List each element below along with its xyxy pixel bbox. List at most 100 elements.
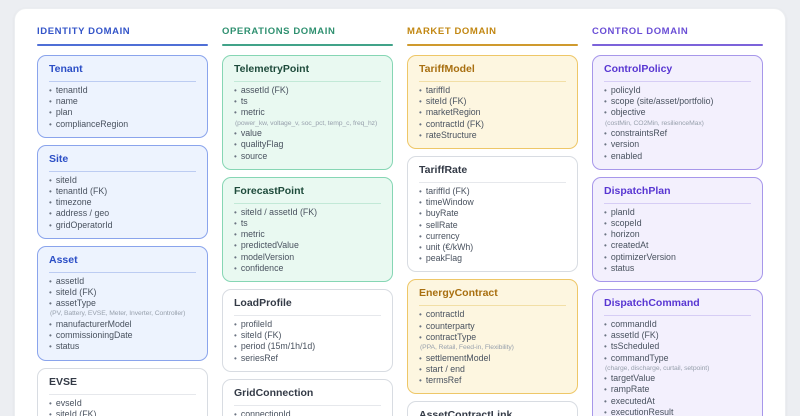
entity-field: • siteId (FK) bbox=[49, 287, 196, 298]
entity-card-loadprofile[interactable]: LoadProfile • profileId • siteId (FK) • … bbox=[222, 288, 393, 372]
entity-field: • rampRate bbox=[604, 384, 751, 395]
entity-field-label: assetId bbox=[55, 275, 85, 286]
bullet-icon: • bbox=[604, 129, 607, 139]
domain-header: CONTROL DOMAIN bbox=[592, 26, 689, 37]
entity-field: • modelVersion bbox=[234, 252, 381, 263]
entity-field: • tariffId bbox=[419, 85, 566, 96]
bullet-icon: • bbox=[49, 108, 52, 118]
entity-field-label: connectionId bbox=[240, 408, 291, 416]
entity-field: • executionResult bbox=[604, 407, 751, 416]
entity-field-label: timezone bbox=[55, 197, 92, 208]
entity-field: • ts bbox=[234, 96, 381, 107]
entity-field: • scope (site/asset/portfolio) bbox=[604, 96, 751, 107]
bullet-icon: • bbox=[604, 140, 607, 150]
entity-card-assetcontractlink[interactable]: AssetContractLink • assetId (FK) bbox=[407, 401, 578, 416]
entity-card-divider bbox=[604, 314, 751, 316]
entity-field-label: commandId bbox=[610, 318, 657, 329]
bullet-icon: • bbox=[419, 187, 422, 197]
bullet-icon: • bbox=[604, 207, 607, 217]
entity-card-divider bbox=[604, 202, 751, 204]
entity-card-dispatchcommand[interactable]: DispatchCommand • commandId • assetId (F… bbox=[592, 288, 763, 416]
entity-field: • counterparty bbox=[419, 321, 566, 332]
entity-field: • seriesRef bbox=[234, 353, 381, 364]
bullet-icon: • bbox=[604, 331, 607, 341]
card-stack: Tenant • tenantId • name • plan • compli… bbox=[37, 55, 208, 416]
entity-card-gridconnection[interactable]: GridConnection • connectionId • siteId (… bbox=[222, 378, 393, 416]
entity-field-list: • siteId / assetId (FK) • ts • metric • … bbox=[234, 207, 381, 274]
entity-card-dispatchplan[interactable]: DispatchPlan • planId • scopeId • horizo… bbox=[592, 176, 763, 282]
entity-card-evse[interactable]: EVSE • evseId • siteId (FK) • clusterId bbox=[37, 367, 208, 416]
entity-field: • complianceRegion bbox=[49, 119, 196, 130]
bullet-icon: • bbox=[419, 310, 422, 320]
entity-field-label: complianceRegion bbox=[55, 118, 129, 129]
bullet-icon: • bbox=[234, 342, 237, 352]
entity-field: • horizon bbox=[604, 229, 751, 240]
entity-field-label: optimizerVersion bbox=[610, 251, 676, 262]
entity-field: • createdAt bbox=[604, 240, 751, 251]
entity-field-list: • profileId • siteId (FK) • period (15m/… bbox=[234, 319, 381, 364]
bullet-icon: • bbox=[234, 129, 237, 139]
entity-card-asset[interactable]: Asset • assetId • siteId (FK) • assetTyp… bbox=[37, 245, 208, 361]
entity-field-label: tenantId bbox=[55, 85, 88, 95]
entity-card-controlpolicy[interactable]: ControlPolicy • policyId • scope (site/a… bbox=[592, 55, 763, 170]
entity-field: • start / end bbox=[419, 364, 566, 375]
bullet-icon: • bbox=[604, 97, 607, 107]
entity-field-list: • contractId • counterparty • contractTy… bbox=[419, 309, 566, 386]
bullet-icon: • bbox=[419, 243, 422, 253]
bullet-icon: • bbox=[419, 130, 422, 140]
entity-field-label: rateStructure bbox=[425, 129, 477, 140]
bullet-icon: • bbox=[234, 241, 237, 251]
entity-card-site[interactable]: Site • siteId • tenantId (FK) • timezone… bbox=[37, 144, 208, 239]
entity-field-label: targetValue bbox=[610, 373, 656, 384]
entity-field-label: contractId (FK) bbox=[425, 118, 484, 129]
bullet-icon: • bbox=[234, 331, 237, 341]
diagram-canvas: IDENTITY DOMAIN Tenant • tenantId • name… bbox=[14, 8, 786, 416]
bullet-icon: • bbox=[604, 353, 607, 363]
entity-field-list: • assetId (FK) • ts • metric (power_kw, … bbox=[234, 85, 381, 162]
entity-card-energycontract[interactable]: EnergyContract • contractId • counterpar… bbox=[407, 279, 578, 395]
entity-card-title: AssetContractLink bbox=[419, 409, 513, 416]
entity-field-label: termsRef bbox=[425, 374, 462, 385]
entity-card-tenant[interactable]: Tenant • tenantId • name • plan • compli… bbox=[37, 55, 208, 138]
bullet-icon: • bbox=[604, 263, 607, 273]
bullet-icon: • bbox=[419, 198, 422, 208]
domain-column-market: MARKET DOMAIN TariffModel • tariffId • s… bbox=[407, 26, 578, 416]
entity-card-telemetrypoint[interactable]: TelemetryPoint • assetId (FK) • ts • met… bbox=[222, 55, 393, 170]
bullet-icon: • bbox=[604, 230, 607, 240]
entity-field: • qualityFlag bbox=[234, 139, 381, 150]
entity-field-label: (PV, Battery, EVSE, Meter, Inverter, Con… bbox=[50, 310, 186, 318]
entity-field: • assetType bbox=[49, 298, 196, 309]
bullet-icon: • bbox=[604, 374, 607, 384]
bullet-icon: • bbox=[604, 241, 607, 251]
bullet-icon: • bbox=[604, 252, 607, 262]
entity-field-label: createdAt bbox=[610, 240, 649, 251]
bullet-icon: • bbox=[234, 140, 237, 150]
entity-field-label: ts bbox=[240, 96, 248, 107]
entity-field: • buyRate bbox=[419, 208, 566, 219]
bullet-icon: • bbox=[49, 288, 52, 298]
entity-field: • assetId bbox=[49, 276, 196, 287]
entity-card-forecastpoint[interactable]: ForecastPoint • siteId / assetId (FK) • … bbox=[222, 176, 393, 282]
entity-card-tariffrate[interactable]: TariffRate • tariffId (FK) • timeWindow … bbox=[407, 156, 578, 273]
entity-field-label: tariffId (FK) bbox=[425, 186, 470, 197]
bullet-icon: • bbox=[234, 86, 237, 95]
entity-field-label: commissioningDate bbox=[55, 330, 133, 341]
bullet-icon: • bbox=[604, 151, 607, 161]
bullet-icon: • bbox=[49, 409, 52, 416]
entity-card-tariffmodel[interactable]: TariffModel • tariffId • siteId (FK) • m… bbox=[407, 55, 578, 150]
domain-column-identity: IDENTITY DOMAIN Tenant • tenantId • name… bbox=[37, 26, 208, 416]
entity-card-divider bbox=[419, 81, 566, 82]
bullet-icon: • bbox=[419, 119, 422, 129]
entity-field-label: executedAt bbox=[610, 395, 655, 406]
bullet-icon: • bbox=[604, 342, 607, 352]
entity-field-label: marketRegion bbox=[425, 107, 481, 118]
entity-field-label: ts bbox=[240, 217, 248, 228]
entity-field-list: • tariffId • siteId (FK) • marketRegion … bbox=[419, 85, 566, 141]
entity-field-label: scopeId bbox=[610, 217, 642, 228]
entity-field: • confidence bbox=[234, 263, 381, 274]
entity-field-label: metric bbox=[240, 107, 265, 118]
entity-card-divider bbox=[49, 393, 196, 395]
entity-field: • manufacturerModel bbox=[49, 319, 196, 330]
entity-card-divider bbox=[234, 202, 381, 204]
entity-field-list: • connectionId • siteId (FK) • operatorI… bbox=[234, 409, 381, 416]
